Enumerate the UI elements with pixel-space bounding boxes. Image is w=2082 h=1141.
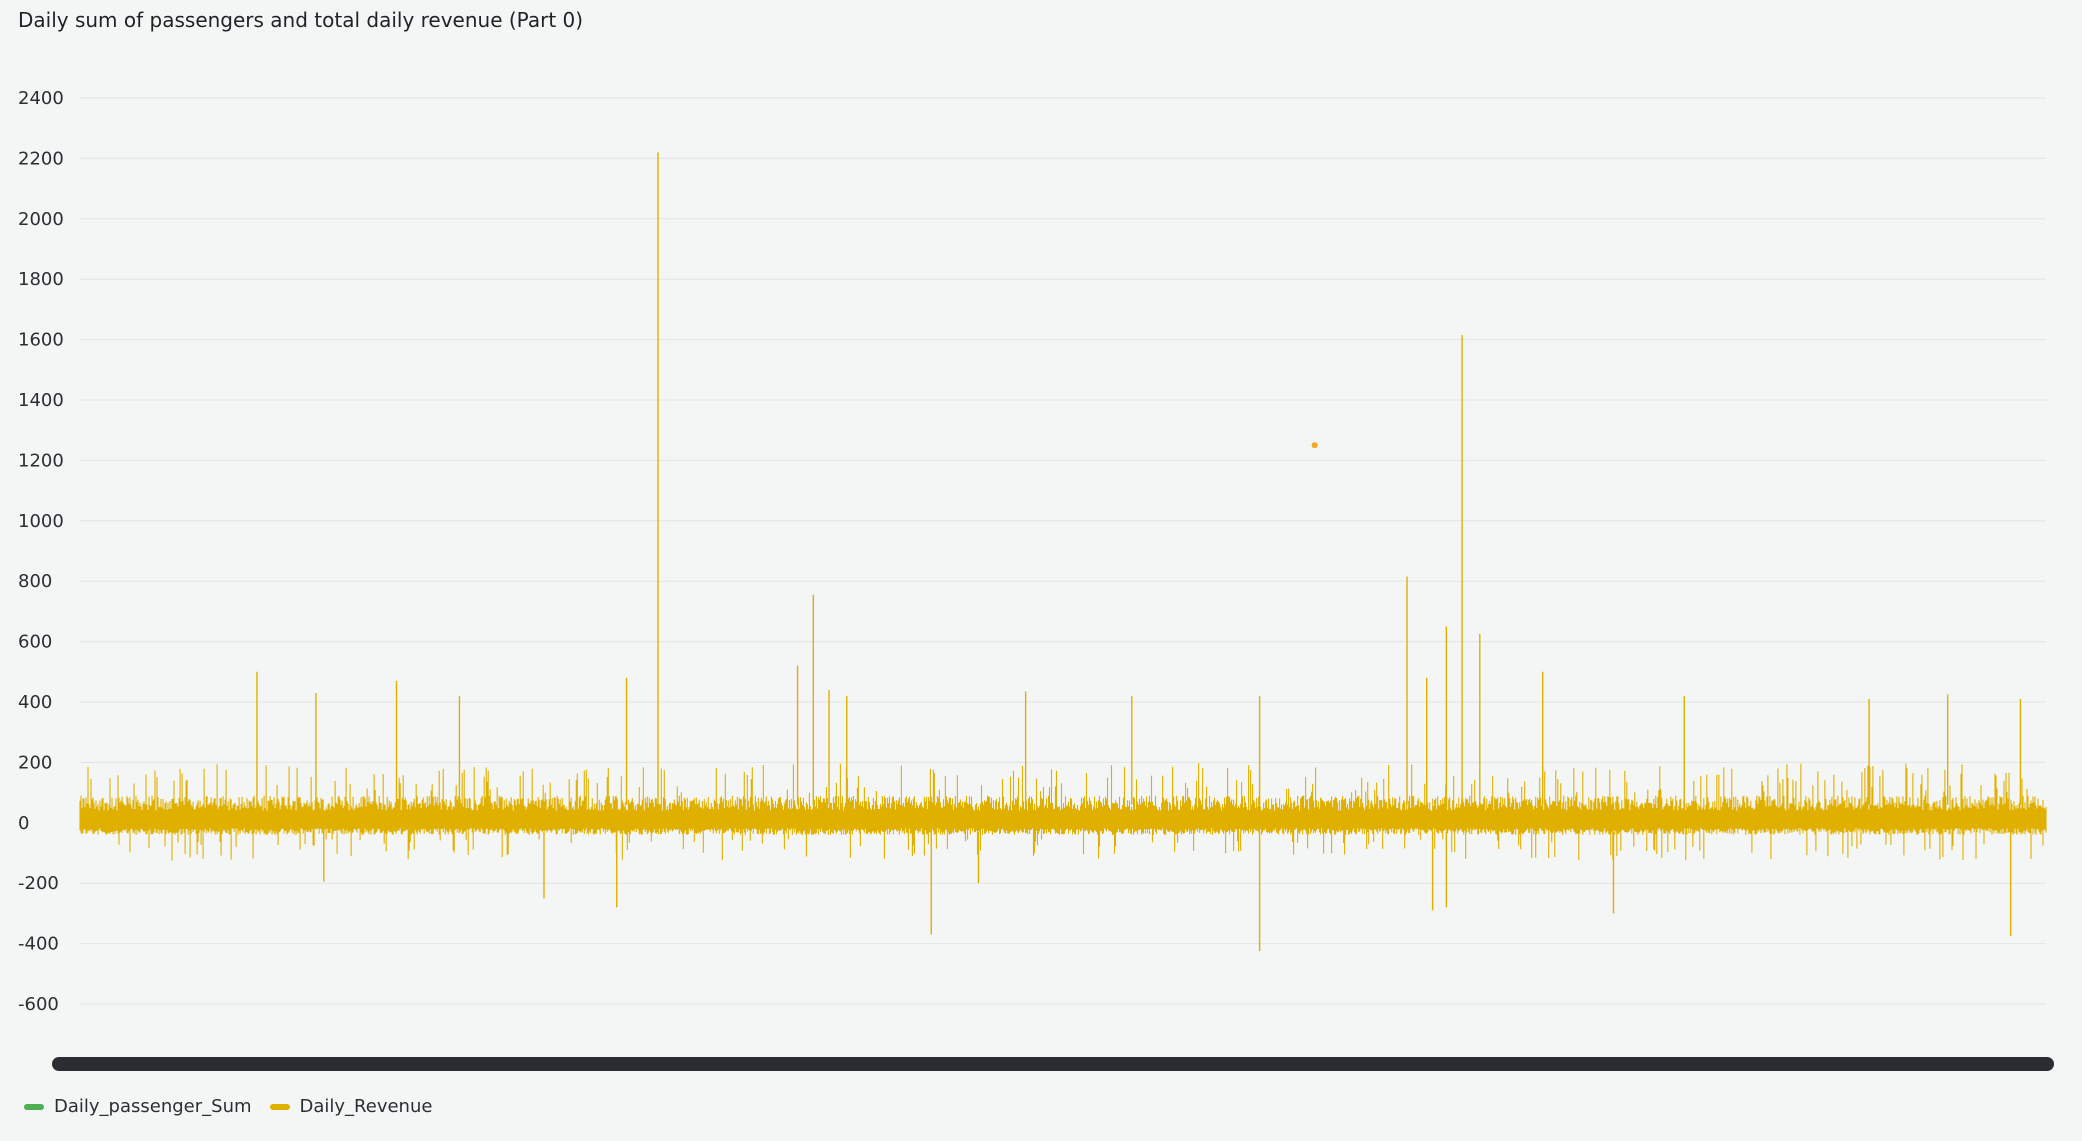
y-tick-label: 200 [18, 752, 52, 773]
horizontal-scrollbar[interactable] [52, 1057, 2054, 1071]
series-daily-revenue [79, 152, 2047, 952]
legend-swatch-passenger-sum [24, 1103, 44, 1110]
y-tick-label: 1200 [18, 450, 64, 471]
y-axis-ticks: 2400220020001800160014001200100080060040… [18, 88, 64, 1015]
y-tick-label: 600 [18, 632, 52, 653]
revenue-band-line [79, 763, 2047, 861]
legend-item-passenger-sum[interactable]: Daily_passenger_Sum [24, 1096, 252, 1117]
y-tick-label: -200 [18, 873, 59, 894]
y-tick-label: 800 [18, 571, 52, 592]
y-tick-label: 1400 [18, 390, 64, 411]
legend-label-passenger-sum: Daily_passenger_Sum [54, 1096, 252, 1117]
plot-area: 2400220020001800160014001200100080060040… [18, 88, 2047, 1015]
passenger-sum-point[interactable] [1311, 442, 1318, 449]
legend: Daily_passenger_Sum Daily_Revenue [24, 1096, 432, 1117]
y-tick-label: 2400 [18, 88, 64, 109]
y-tick-label: -600 [18, 994, 59, 1015]
y-tick-label: 1600 [18, 330, 64, 351]
y-tick-label: 0 [18, 813, 29, 834]
legend-item-revenue[interactable]: Daily_Revenue [269, 1096, 433, 1117]
legend-label-revenue: Daily_Revenue [299, 1096, 433, 1117]
y-tick-label: 400 [18, 692, 52, 713]
y-tick-label: 2200 [18, 148, 64, 169]
y-tick-label: -400 [18, 934, 59, 955]
y-tick-label: 1800 [18, 269, 64, 290]
chart-title: Daily sum of passengers and total daily … [18, 8, 584, 32]
series-layer [79, 152, 2047, 952]
y-tick-label: 1000 [18, 511, 64, 532]
grid-lines [80, 97, 2046, 1005]
y-tick-label: 2000 [18, 209, 64, 230]
legend-swatch-revenue [269, 1103, 290, 1110]
